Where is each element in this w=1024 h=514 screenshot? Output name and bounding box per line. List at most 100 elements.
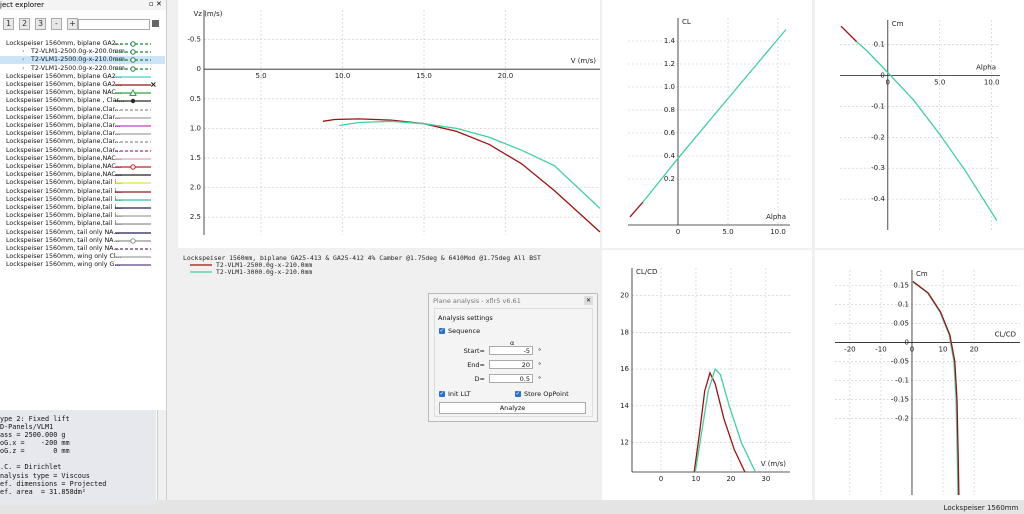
close-mark[interactable]: × [150,80,157,89]
tree-item[interactable]: Lockspeiser 1560mm, biplane,tail i... [0,212,165,220]
tree-item[interactable]: Lockspeiser 1560mm, tail only NA... [0,237,165,245]
polar-panel [178,0,600,248]
tree-item[interactable]: Lockspeiser 1560mm, biplane,NAC... [0,163,165,171]
item-label: Lockspeiser 1560mm, biplane GA2... [6,40,122,47]
analyze-button[interactable]: Analyze [439,402,586,414]
store-oppoint-checkbox[interactable]: ✓ [515,390,521,397]
toolbar-button[interactable]: 1 [3,18,14,30]
x-tick-label: -10 [875,345,886,353]
x-tick-label: 5.0 [934,79,945,87]
y-tick-label: 0.2 [664,175,675,183]
y-tick-label: -0.4 [871,195,885,203]
item-label: Lockspeiser 1560mm, biplane,tail i... [6,204,123,211]
item-label: Lockspeiser 1560mm, tail only NA... [6,236,120,244]
line-style [115,49,151,55]
line-style [115,65,151,72]
init-llt-checkbox[interactable]: ✓ [439,390,445,397]
tree-item[interactable]: Lockspeiser 1560mm, biplane,Clar... [0,147,165,155]
menu-button[interactable] [152,20,159,27]
x-tick-label: 10.0 [335,72,351,80]
toolbar-button[interactable]: + [67,18,78,30]
curve [856,41,998,222]
tree-item[interactable]: Lockspeiser 1560mm, biplane,tail i... [0,179,165,187]
expander[interactable]: › [22,64,25,72]
tree-item[interactable]: › T2-VLM1-2500.0g-x-220.0mm [0,65,165,73]
info-line: nalysis type = Viscous [0,471,91,480]
tree-item[interactable]: Lockspeiser 1560mm, tail only NA... [0,229,165,237]
cm-panel [815,0,1024,248]
x-axis-label: CL/CD [995,330,1016,338]
float-button[interactable]: ▫ ✕ [149,0,162,8]
tree-item[interactable]: Lockspeiser 1560mm, biplane,tail i... [0,204,165,212]
row-input[interactable]: 0.5 [489,374,533,383]
sequence-checkbox[interactable]: ✓ [439,327,445,334]
line-style [115,190,151,193]
expander[interactable]: › [22,48,25,56]
line-style [115,108,151,111]
search-box[interactable] [78,19,150,30]
clcd-panel [602,250,812,500]
sequence-label: Sequence [448,327,481,335]
y-tick-label: -0.15 [891,396,909,404]
tree-item[interactable]: Lockspeiser 1560mm, biplane GA2... [0,73,165,81]
y-tick-label: 1.0 [190,124,201,132]
y-tick-label: 0.05 [893,319,909,327]
tree-item[interactable]: Lockspeiser 1560mm, biplane,tail i... [0,220,165,228]
x-tick-label: 20 [970,345,979,353]
line-style [115,149,151,152]
toolbar-button[interactable]: - [51,18,62,30]
tree-item[interactable]: Lockspeiser 1560mm, biplane,NAC... [0,155,165,163]
toolbar-button[interactable]: 3 [35,18,46,30]
y-tick-label: 0.4 [664,152,676,160]
info-line: ass = 2500.000 g [0,431,66,440]
row-input[interactable]: 20 [489,360,533,369]
item-label: Lockspeiser 1560mm, biplane,Clar... [6,122,121,129]
scrollbar[interactable] [157,410,166,500]
y-tick-label: -0.1 [871,102,885,110]
init-llt-label: Init LLT [448,390,471,398]
toolbar-button[interactable]: 2 [19,18,30,30]
item-label: Lockspeiser 1560mm, biplane,tail i... [6,212,123,220]
y-tick-label: 0.15 [893,281,909,289]
tree-item[interactable]: › T2-VLM1-2500.0g-x-210.0mm [0,56,165,65]
tree-item[interactable]: Lockspeiser 1560mm, biplane GA2... [0,40,165,48]
tree-item[interactable]: Lockspeiser 1560mm, biplane,Clar... [0,138,165,146]
expander[interactable]: › [22,56,25,64]
tree-item[interactable]: Lockspeiser 1560mm, biplane NAC... [0,89,165,97]
tree-item[interactable]: Lockspeiser 1560mm, biplane , Clar... [0,97,165,105]
row-input[interactable]: -5 [489,346,533,355]
tree-item[interactable]: Lockspeiser 1560mm, biplane GA2... [0,81,165,89]
line-style [115,76,151,78]
plot: -20-10010200.150.10.050-0.05-0.1-0.15-0.… [835,270,1020,496]
tree-item[interactable]: Lockspeiser 1560mm, biplane,Clar... [0,122,165,130]
plot: 0 10 20 30 20 18 16 14 12 CL/CD V (m/s) [620,268,790,483]
curve [339,120,601,209]
tree-item[interactable]: Lockspeiser 1560mm, biplane,Clar... [0,130,165,138]
tree-item[interactable]: Lockspeiser 1560mm, biplane,Clar... [0,106,165,114]
x-tick-label: 0 [659,475,663,483]
style-marker [130,49,136,55]
y-tick-label: -0.05 [891,358,909,366]
y-tick-label: 12 [620,439,629,447]
item-label: Lockspeiser 1560mm, biplane NAC... [6,89,122,97]
tree-item[interactable]: Lockspeiser 1560mm, tail only NA... [0,245,165,253]
y-tick-label: -0.1 [895,377,909,385]
legend-label: T2-VLM1-2500.0g-x-210.0mm [216,261,312,269]
info-line: ype 2: Fixed lift [0,415,70,423]
y-tick-label: 2.5 [190,213,201,221]
tree-item[interactable]: Lockspeiser 1560mm, biplane,Clar... [0,114,165,122]
x-tick-label: 5.0 [255,72,266,80]
tree-item[interactable]: Lockspeiser 1560mm, biplane,tail i... [0,196,165,204]
item-label: Lockspeiser 1560mm, biplane GA2... [6,72,122,80]
tree-item[interactable]: Lockspeiser 1560mm, wing only Cl... [0,253,165,261]
group-box [434,308,593,417]
tree-item[interactable]: › T2-VLM1-2500.0g-x-200.0mm [0,48,165,56]
dialog-close[interactable]: ✕ [584,296,593,305]
item-label: Lockspeiser 1560mm, biplane,Clar... [6,130,121,138]
tree-item[interactable]: Lockspeiser 1560mm, biplane,NAC... [0,171,165,179]
curve [642,29,787,203]
tree-item[interactable]: Lockspeiser 1560mm, wing only G... [0,261,165,269]
item-label: Lockspeiser 1560mm, tail only NA... [6,228,120,236]
tree-item[interactable]: Lockspeiser 1560mm, biplane,tail i... [0,188,165,196]
